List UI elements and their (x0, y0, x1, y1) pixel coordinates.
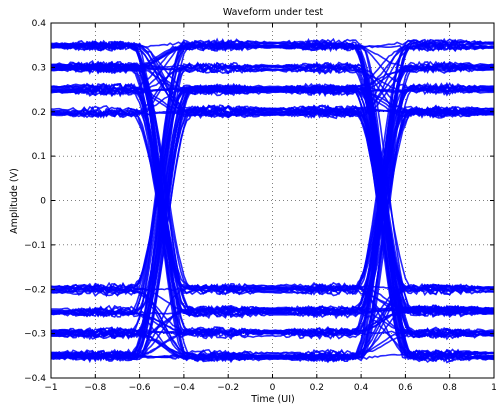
x-tick-label: 1 (491, 383, 497, 393)
y-tick-label: −0.1 (24, 241, 46, 251)
x-tick-label: 0.6 (398, 383, 413, 393)
waveform-trace (51, 41, 494, 362)
waveform-trace (51, 104, 494, 359)
y-tick-label: 0.2 (32, 108, 46, 118)
waveform-trace (51, 41, 494, 92)
waveform-trace (51, 86, 494, 360)
y-tick-label: 0 (40, 197, 46, 207)
y-axis-label: Amplitude (V) (9, 168, 20, 234)
waveform-trace (51, 306, 494, 363)
waveform-trace (51, 37, 494, 362)
waveform-traces (51, 37, 494, 364)
x-tick-label: −0.2 (217, 383, 239, 393)
y-tick-label: −0.3 (24, 330, 46, 340)
y-tick-label: 0.4 (32, 19, 47, 29)
x-tick-label: −0.6 (129, 383, 151, 393)
y-tick-label: 0.1 (32, 152, 46, 162)
x-tick-label: −0.4 (173, 383, 195, 393)
x-axis-label: Time (UI) (250, 394, 294, 405)
x-tick-label: 0.8 (443, 383, 458, 393)
waveform-trace (51, 45, 494, 293)
axis-ticks: −1 −0.8 −0.6 −0.4 −0.2 0 0.2 0.4 0.6 0.8 1 −0.4 −0.3… (24, 19, 497, 393)
y-tick-label: 0.3 (32, 63, 46, 73)
waveform-trace (51, 84, 494, 291)
x-tick-label: 0 (270, 383, 276, 393)
x-tick-label: 0.4 (354, 383, 369, 393)
x-tick-label: −1 (44, 383, 57, 393)
x-tick-label: −0.8 (84, 383, 106, 393)
x-tick-label: 0.2 (310, 383, 324, 393)
y-tick-label: −0.2 (24, 285, 46, 295)
y-tick-label: −0.4 (24, 374, 46, 384)
waveform-trace (51, 40, 494, 360)
chart-title: Waveform under test (223, 7, 324, 18)
